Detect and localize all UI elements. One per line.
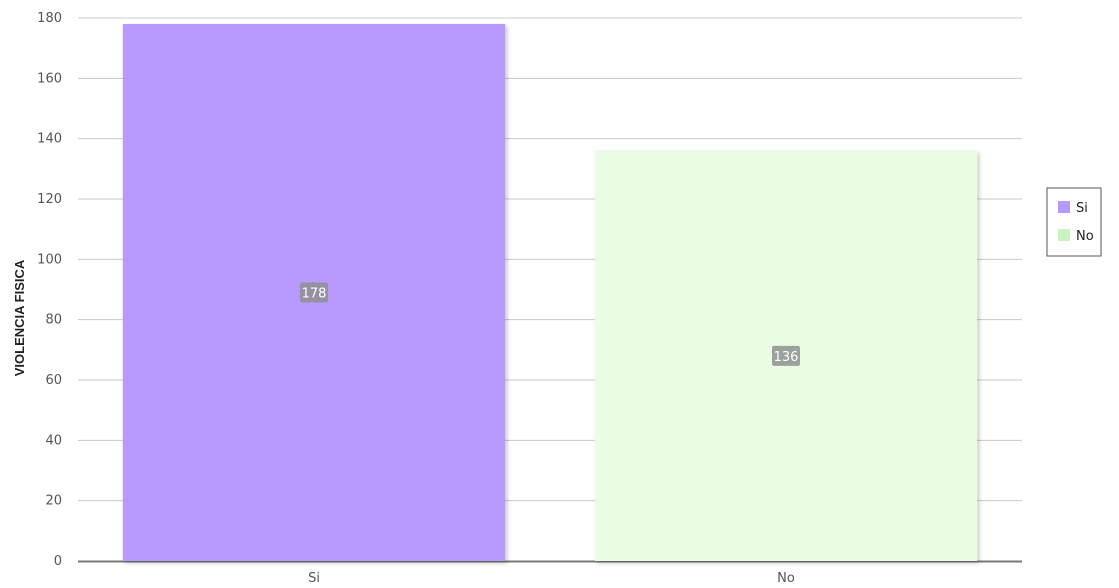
y-tick-label: 100 (37, 252, 62, 267)
x-tick-label: Si (308, 571, 320, 586)
y-tick-label: 120 (37, 192, 62, 207)
legend-label: Si (1076, 201, 1088, 216)
y-tick-label: 40 (45, 433, 62, 448)
y-tick-label: 0 (54, 554, 62, 569)
legend-label: No (1076, 229, 1094, 244)
y-tick-label: 20 (45, 494, 62, 509)
data-labels: 178 136 (300, 282, 800, 366)
y-axis-ticks: 0 20 40 60 80 100 120 140 160 180 (37, 11, 62, 569)
y-tick-label: 180 (37, 11, 62, 26)
legend-swatch (1058, 229, 1070, 241)
legend: Si No (1046, 187, 1102, 257)
y-tick-label: 60 (45, 373, 62, 388)
y-tick-label: 160 (37, 71, 62, 86)
bars (122, 24, 978, 562)
data-label-background (772, 345, 800, 366)
y-axis-title: VIOLENCIA FISICA (12, 259, 27, 376)
data-label-background (300, 282, 328, 303)
data-label: 178 (302, 287, 327, 302)
legend-box (1046, 187, 1102, 257)
y-tick-label: 140 (37, 132, 62, 147)
x-tick-label: No (777, 571, 795, 586)
legend-swatch (1058, 201, 1070, 213)
y-tick-label: 80 (45, 313, 62, 328)
x-axis-ticks: Si No (308, 571, 795, 586)
data-label: 136 (774, 350, 799, 365)
